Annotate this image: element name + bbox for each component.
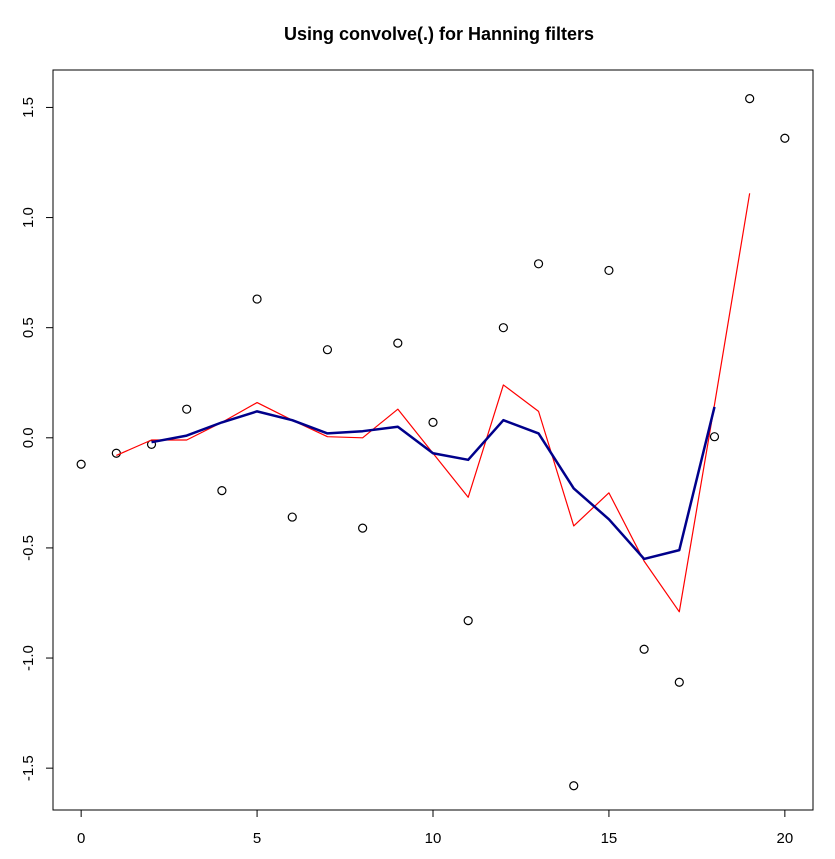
data-point [639, 644, 649, 654]
y-axis: -1.5 -1.0 -0.5 0.0 0.5 1.0 1.5 [20, 97, 54, 781]
data-point [358, 523, 368, 533]
data-point [111, 448, 121, 458]
y-tick-label: 1.5 [20, 97, 37, 118]
y-tick-label: -0.5 [20, 535, 37, 561]
chart-title: Using convolve(.) for Hanning filters [284, 24, 594, 44]
data-point [604, 265, 614, 276]
data-point [217, 486, 227, 496]
series-layer [76, 94, 790, 791]
y-tick-label: -1.5 [20, 755, 37, 781]
data-point [322, 345, 333, 355]
data-point [428, 417, 438, 427]
data-point [498, 323, 508, 333]
x-tick-label: 20 [777, 830, 794, 847]
data-point [252, 294, 262, 304]
data-point [533, 259, 544, 269]
x-tick-label: 10 [425, 830, 442, 847]
data-point [76, 459, 86, 469]
data-point [709, 432, 720, 442]
y-tick-label: 1.0 [20, 207, 37, 228]
x-tick-label: 5 [253, 830, 261, 847]
red-smoothed-line [116, 193, 751, 613]
data-point [287, 512, 297, 522]
y-tick-label: 0.0 [20, 427, 37, 448]
x-axis: 0 5 10 15 20 [77, 809, 794, 847]
data-point [182, 404, 192, 414]
data-point [463, 615, 473, 626]
data-point [393, 338, 403, 348]
blue-smoothed-line [151, 406, 716, 561]
data-point [674, 677, 684, 687]
data-point [569, 781, 579, 791]
x-tick-label: 15 [601, 830, 618, 847]
x-tick-label: 0 [77, 830, 85, 847]
data-point [780, 133, 790, 143]
y-tick-label: 0.5 [20, 317, 37, 338]
data-point [745, 94, 755, 104]
y-tick-label: -1.0 [20, 645, 37, 671]
